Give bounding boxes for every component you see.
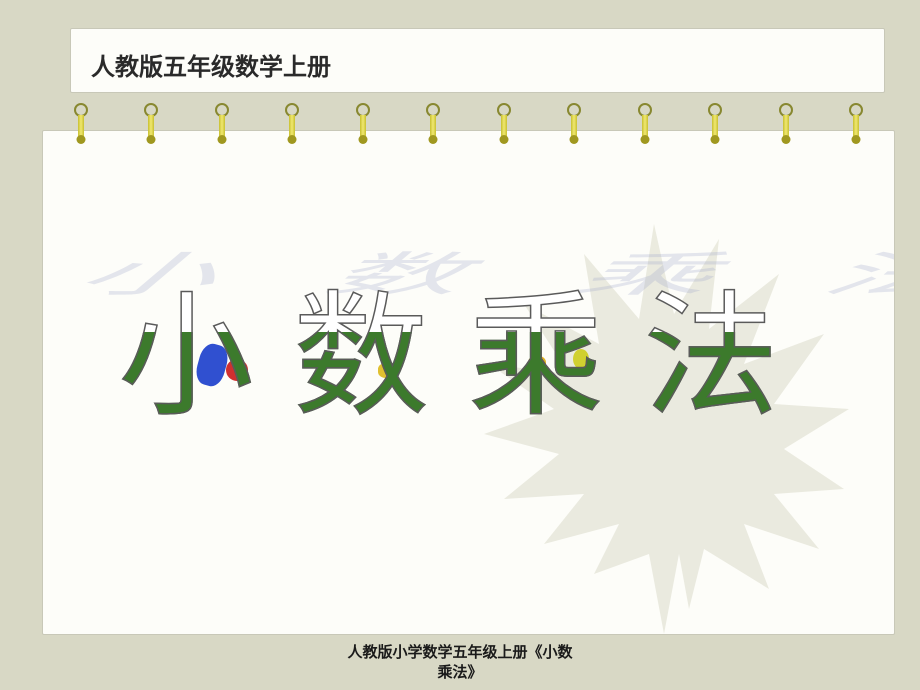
binding-ring — [142, 103, 160, 148]
header-title: 人教版五年级数学上册 — [91, 47, 864, 82]
main-title-wrap: 小数乘法 — [43, 246, 894, 442]
title-char: 乘 — [469, 246, 644, 442]
main-card: 小 数 乘 法 小数乘法 — [42, 130, 895, 635]
binding-ring — [636, 103, 654, 148]
binding-ring — [847, 103, 865, 148]
footer-line1: 人教版小学数学五年级上册《小数 — [0, 643, 920, 663]
footer-line2: 乘法》 — [0, 663, 920, 683]
binding-bar — [42, 100, 895, 150]
title-char: 小 — [119, 246, 294, 442]
binding-ring — [72, 103, 90, 148]
binding-ring — [213, 103, 231, 148]
binding-ring — [424, 103, 442, 148]
binding-ring — [777, 103, 795, 148]
binding-ring — [283, 103, 301, 148]
footer: 人教版小学数学五年级上册《小数 乘法》 — [0, 643, 920, 682]
title-char: 数 — [294, 246, 469, 442]
binding-ring — [495, 103, 513, 148]
title-char: 法 — [644, 246, 819, 442]
binding-ring — [706, 103, 724, 148]
header-card: 人教版五年级数学上册 — [70, 28, 885, 93]
main-title: 小数乘法 — [119, 246, 819, 442]
slide-container: 人教版五年级数学上册 小 数 乘 法 小数乘法 人教版小学数学五年级 — [0, 0, 920, 690]
binding-ring — [565, 103, 583, 148]
binding-ring — [354, 103, 372, 148]
